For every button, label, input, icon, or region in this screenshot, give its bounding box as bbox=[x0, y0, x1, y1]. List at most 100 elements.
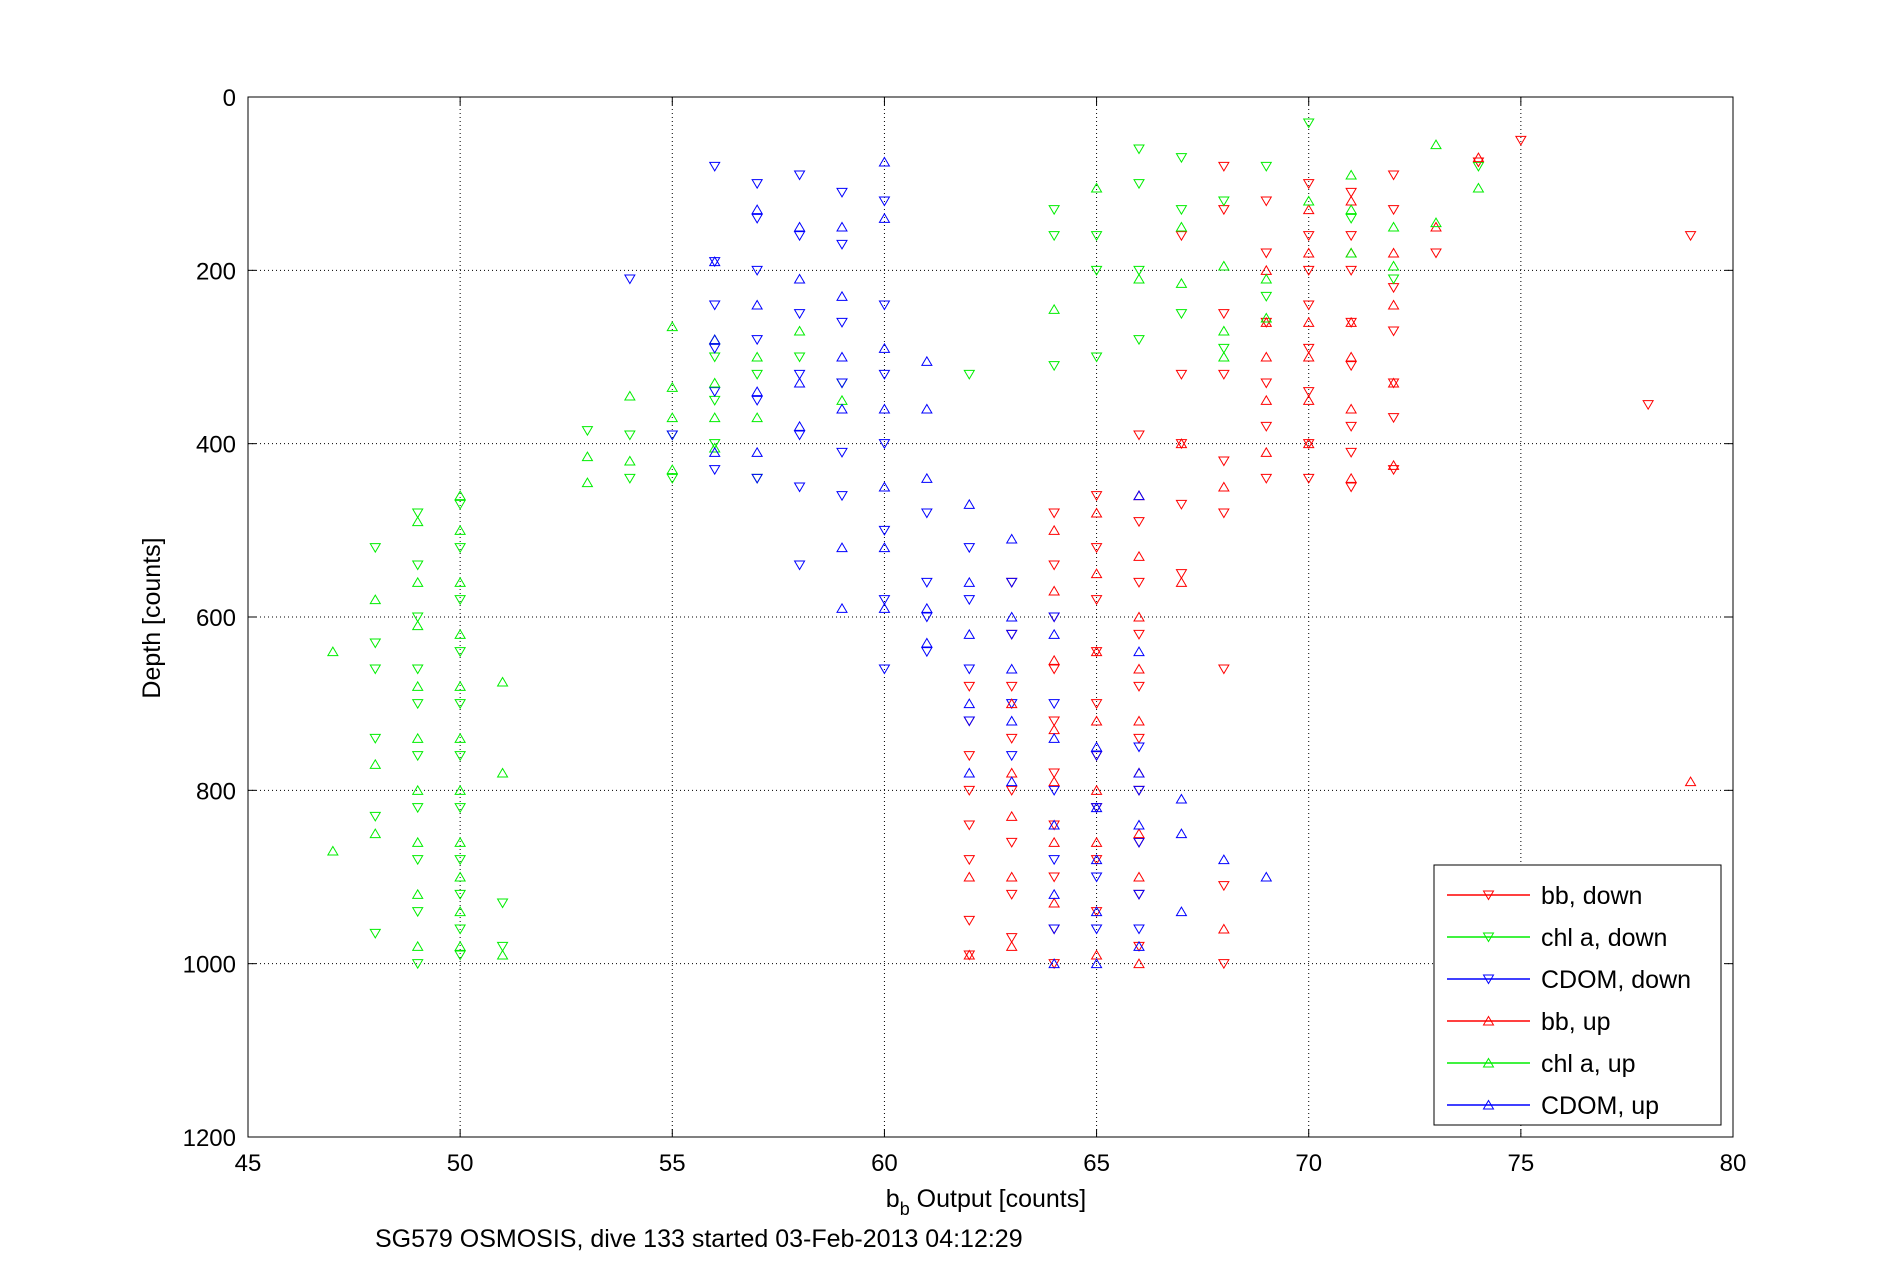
data-point bbox=[496, 949, 509, 960]
data-point bbox=[1387, 326, 1400, 337]
legend-label: bb, down bbox=[1541, 882, 1642, 910]
data-point bbox=[1005, 533, 1018, 544]
data-point bbox=[454, 803, 467, 814]
data-point bbox=[1345, 472, 1358, 483]
data-point bbox=[751, 473, 764, 484]
x-tick-label: 65 bbox=[1083, 1150, 1110, 1177]
data-point bbox=[836, 447, 848, 458]
data-point bbox=[1090, 715, 1103, 726]
data-point bbox=[623, 274, 636, 285]
data-point bbox=[1217, 351, 1230, 362]
data-point bbox=[623, 390, 636, 401]
data-point bbox=[1090, 699, 1103, 710]
data-point bbox=[1090, 906, 1103, 917]
data-point bbox=[454, 924, 467, 935]
data-point bbox=[793, 369, 806, 380]
legend-marker bbox=[1482, 890, 1495, 901]
data-point bbox=[1387, 413, 1400, 424]
data-point bbox=[878, 602, 891, 613]
data-point bbox=[581, 477, 594, 488]
data-point bbox=[1260, 291, 1273, 302]
data-point bbox=[793, 325, 806, 336]
data-point bbox=[666, 430, 679, 441]
legend-entry: bb, down bbox=[1447, 882, 1642, 910]
data-point bbox=[1217, 456, 1230, 467]
data-point bbox=[411, 560, 424, 571]
data-point bbox=[793, 420, 806, 431]
legend-label: chl a, up bbox=[1541, 1050, 1636, 1078]
data-point bbox=[369, 543, 382, 554]
data-point bbox=[1175, 438, 1188, 449]
x-tick-label: 50 bbox=[447, 1150, 474, 1177]
legend-entry: chl a, down bbox=[1447, 924, 1667, 952]
data-point bbox=[1133, 517, 1145, 528]
data-point bbox=[1005, 681, 1018, 692]
data-point bbox=[1345, 351, 1358, 362]
data-point bbox=[708, 343, 721, 354]
data-point bbox=[1175, 793, 1188, 804]
data-point bbox=[1048, 524, 1061, 535]
data-point bbox=[793, 231, 806, 242]
legend-marker bbox=[1482, 1099, 1495, 1110]
y-tick-label: 1000 bbox=[183, 952, 236, 979]
data-point bbox=[454, 499, 467, 510]
data-point bbox=[411, 940, 424, 951]
data-point bbox=[1048, 612, 1061, 623]
data-point bbox=[1387, 377, 1400, 388]
data-point bbox=[1005, 889, 1018, 900]
data-point bbox=[411, 784, 424, 795]
data-point bbox=[1133, 577, 1145, 588]
x-tick-label: 55 bbox=[659, 1150, 686, 1177]
data-point bbox=[1048, 231, 1061, 242]
data-point bbox=[793, 221, 806, 232]
data-point bbox=[581, 451, 594, 462]
data-point bbox=[411, 855, 424, 866]
data-point bbox=[1090, 646, 1103, 657]
y-tick-label: 200 bbox=[196, 258, 236, 285]
data-point bbox=[411, 620, 424, 631]
data-point bbox=[920, 508, 933, 519]
data-point bbox=[836, 239, 848, 250]
data-point bbox=[1090, 568, 1103, 579]
data-point bbox=[1133, 611, 1145, 622]
data-point bbox=[1345, 403, 1358, 414]
data-point bbox=[1430, 217, 1442, 228]
data-point bbox=[1005, 733, 1018, 744]
data-point bbox=[1345, 169, 1358, 180]
data-point bbox=[1005, 785, 1018, 796]
data-point bbox=[878, 542, 891, 553]
data-point bbox=[793, 273, 806, 284]
data-point bbox=[1175, 576, 1188, 587]
data-point bbox=[1090, 854, 1103, 865]
data-point bbox=[751, 369, 764, 380]
data-point bbox=[878, 595, 891, 606]
series-1 bbox=[369, 118, 1485, 970]
data-point bbox=[411, 907, 424, 918]
data-point bbox=[369, 594, 382, 605]
data-point bbox=[1090, 924, 1103, 935]
data-point bbox=[454, 595, 467, 606]
data-point bbox=[963, 751, 976, 762]
data-point bbox=[1005, 776, 1018, 787]
data-point bbox=[1175, 309, 1188, 320]
data-point bbox=[454, 647, 467, 658]
data-point bbox=[496, 676, 509, 687]
data-point bbox=[1133, 663, 1145, 674]
data-point bbox=[411, 576, 424, 587]
data-point bbox=[1133, 335, 1145, 346]
data-point bbox=[1387, 170, 1400, 181]
data-point bbox=[1260, 871, 1273, 882]
data-point bbox=[1260, 161, 1273, 172]
data-point bbox=[1005, 751, 1018, 762]
data-point bbox=[1387, 274, 1400, 285]
data-point bbox=[1048, 361, 1061, 372]
data-point bbox=[963, 716, 976, 727]
data-point bbox=[454, 836, 467, 847]
data-point bbox=[1345, 247, 1358, 258]
data-point bbox=[1345, 482, 1358, 493]
data-point bbox=[836, 542, 848, 553]
data-point bbox=[1048, 888, 1061, 899]
data-point bbox=[708, 334, 721, 345]
